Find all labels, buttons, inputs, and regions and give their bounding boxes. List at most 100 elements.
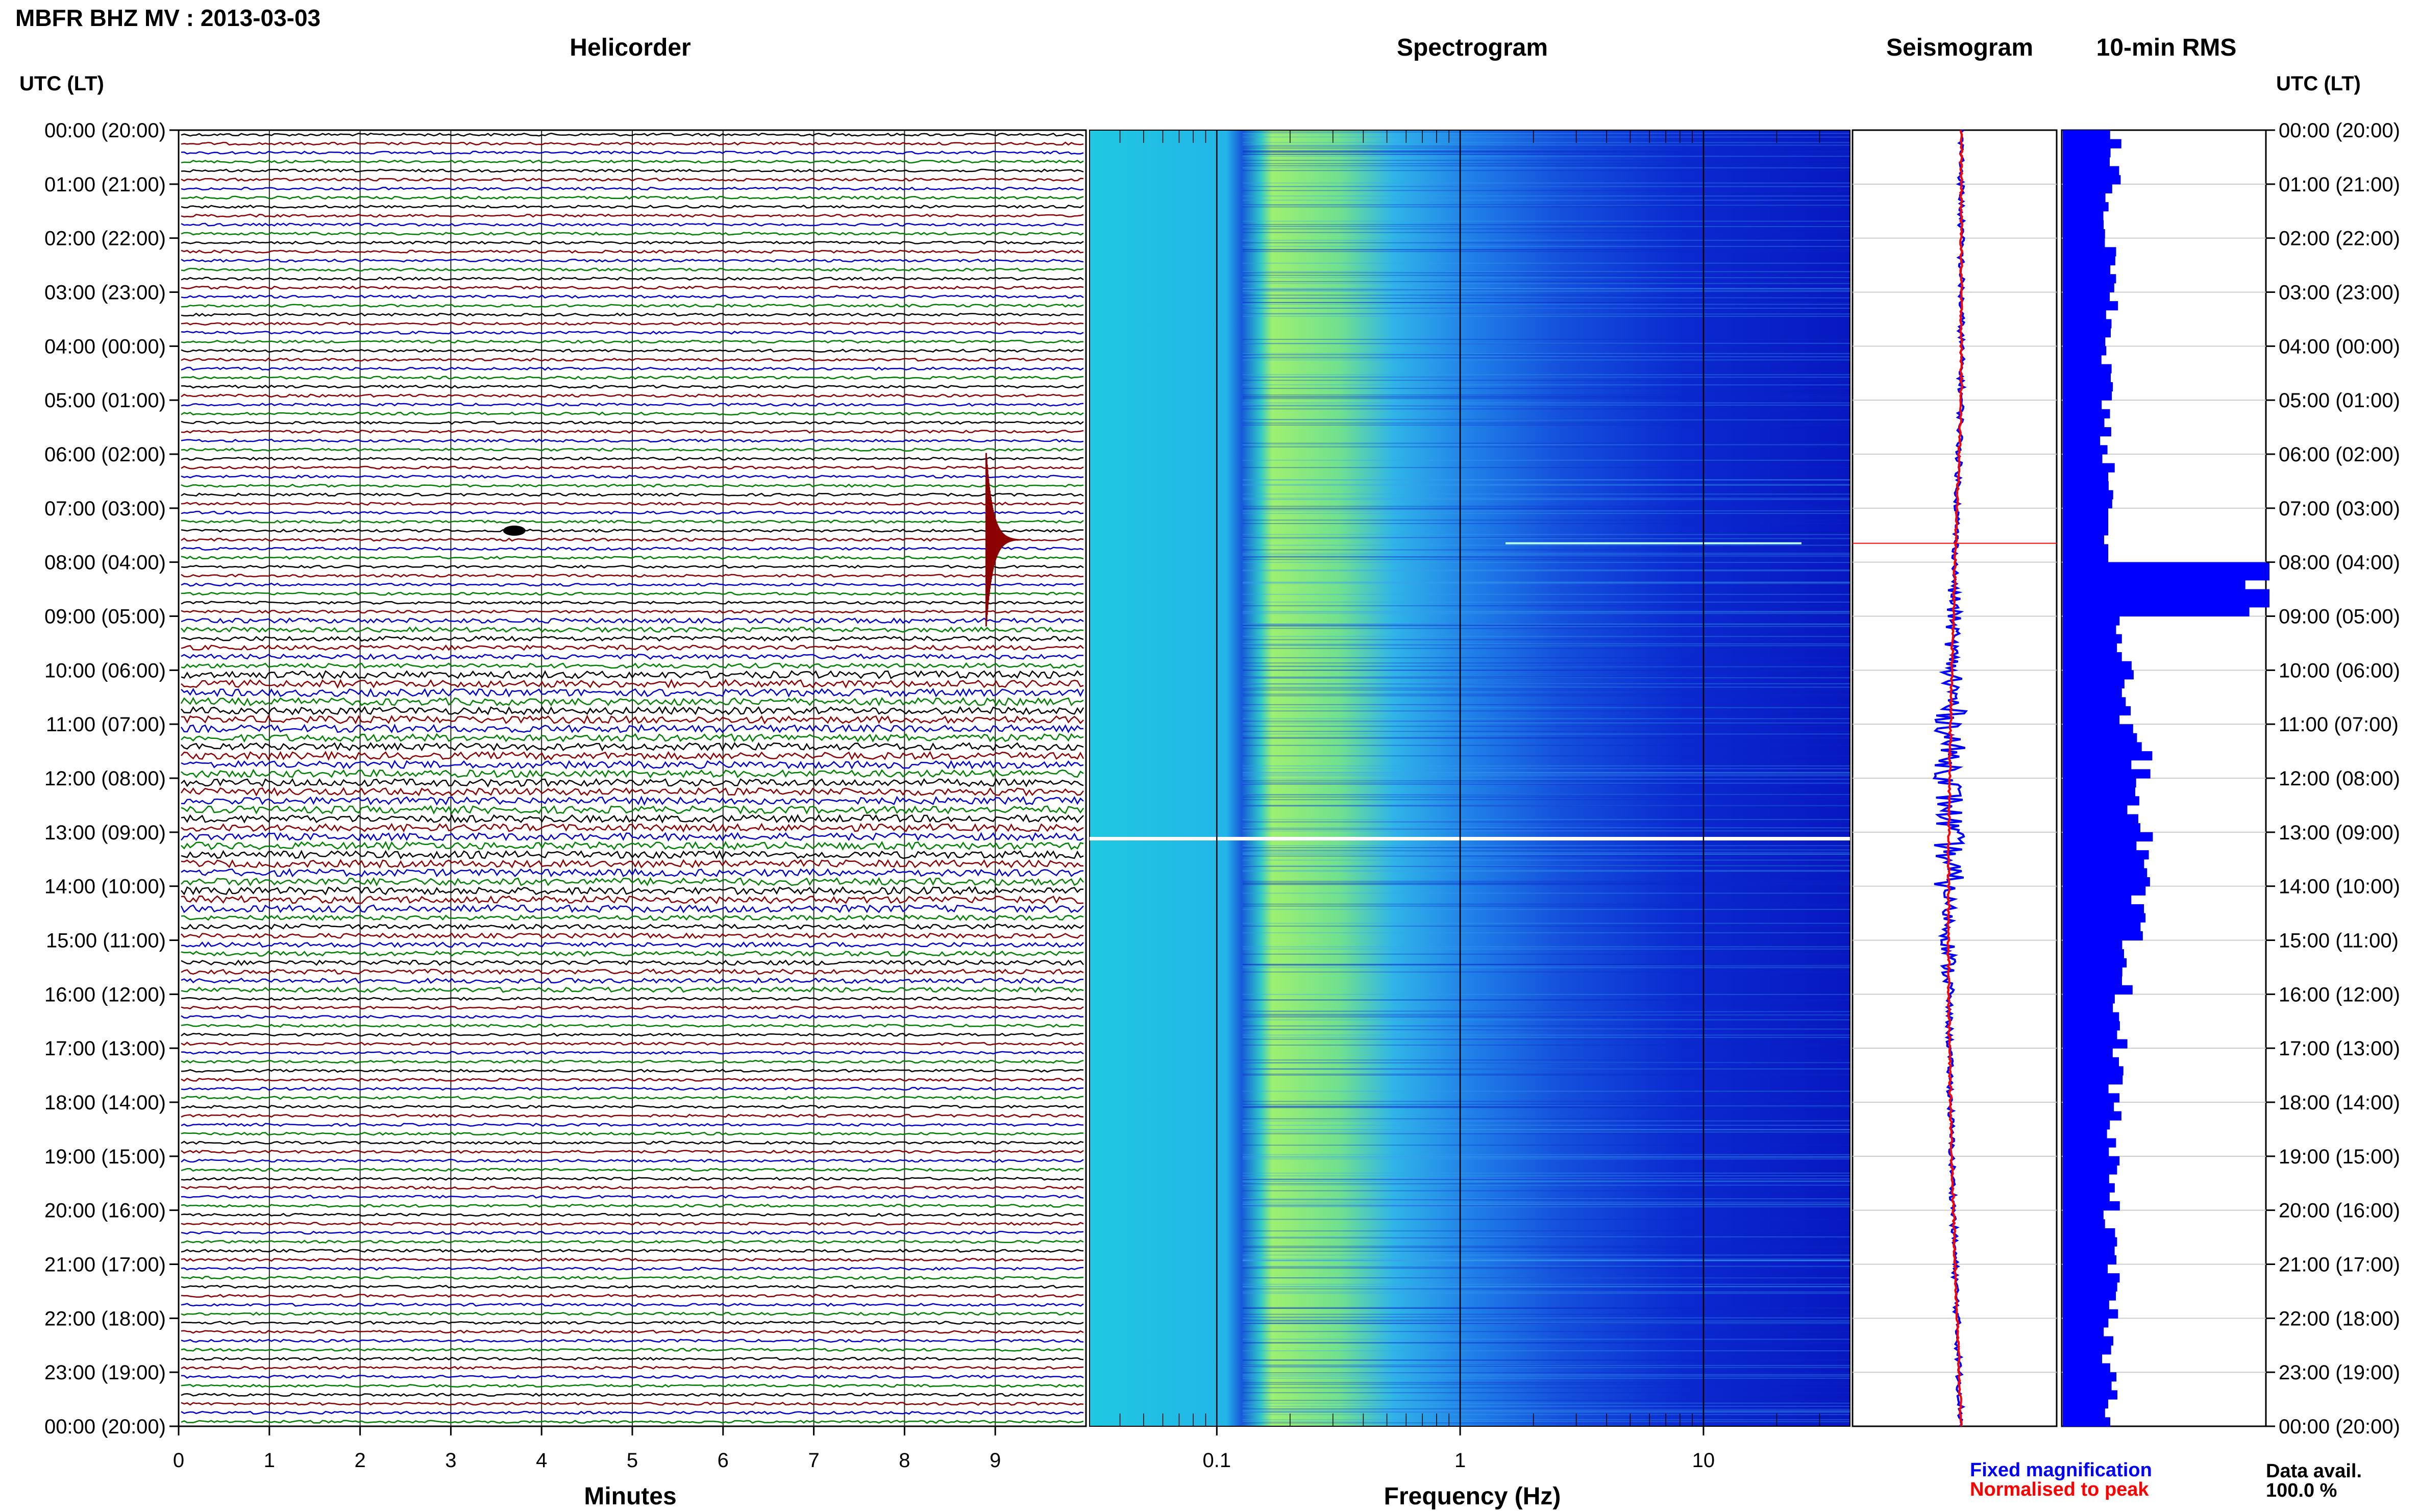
helicorder-trace [181,733,1084,743]
rms-bar [2063,391,2112,401]
helicorder-trace [181,867,1084,878]
helicorder-trace [181,366,1084,371]
rms-bar [2063,454,2103,464]
rms-bar [2063,1183,2115,1193]
rms-bar [2063,823,2141,833]
rms-bar [2063,517,2109,527]
helicorder-trace [180,723,1084,733]
rms-bar [2063,841,2137,851]
rms-bar [2063,310,2106,319]
utc-tick-label-right: 08:00 (04:00) [2279,552,2400,574]
data-availability-label: Data avail. [2266,1460,2362,1482]
utc-tick-label-right: 10:00 (06:00) [2279,659,2400,682]
helicorder-trace [181,1366,1084,1370]
helicorder-trace [181,714,1084,725]
rms-bar [2063,508,2109,517]
utc-tick-label-right: 06:00 (02:00) [2279,443,2400,466]
helicorder-trace [181,760,1084,770]
rms-bar [2063,409,2110,418]
utc-tick-label-left: 18:00 (14:00) [44,1092,166,1114]
helicorder-trace [181,932,1084,939]
helicorder-trace [181,240,1084,245]
rms-bar [2063,1048,2113,1058]
minute-tick-label: 9 [990,1449,1001,1472]
helicorder-trace [181,1005,1084,1010]
helicorder-trace [181,626,1084,633]
rms-bar [2063,1120,2110,1130]
helicorder-trace [181,1347,1084,1352]
rms-bar [2063,472,2109,482]
helicorder-trace [181,141,1084,146]
rms-bar [2063,742,2142,752]
helicorder-trace [181,678,1084,689]
utc-tick-label-left: 09:00 (05:00) [44,606,166,628]
rms-bar [2063,1174,2109,1184]
helicorder-trace [181,1230,1084,1235]
helicorder-trace [181,769,1084,779]
helicorder-trace [181,895,1084,904]
utc-tick-label-left: 12:00 (08:00) [44,767,166,790]
helicorder-trace [181,483,1084,488]
helicorder-trace [181,1311,1084,1316]
helicorder-trace [181,1096,1084,1100]
helicorder-trace [181,1410,1084,1415]
rms-bar [2063,895,2132,905]
utc-tick-label-right: 15:00 (11:00) [2279,930,2399,952]
helicorder-trace [181,1069,1084,1073]
helicorder-trace [181,644,1084,651]
helicorder-trace [181,1059,1084,1064]
helicorder-trace [181,574,1084,578]
rms-bar [2063,328,2111,338]
minute-tick-label: 2 [354,1449,365,1472]
helicorder-trace [181,321,1084,326]
utc-tick-labels: 00:00 (20:00) 00:00 (20:00) 01:00 (21:00) 0… [44,119,2400,1438]
rms-bar [2063,1264,2108,1274]
helicorder-panel [178,129,1087,1427]
minutes-axis-label: Minutes [584,1483,677,1510]
rms-bar [2063,553,2109,563]
helicorder-trace [181,1123,1084,1127]
rms-bar [2063,1075,2123,1085]
rms-bar [2063,1084,2109,1094]
utc-tick-label-right: 14:00 (10:00) [2279,876,2400,898]
rms-bar [2063,1156,2120,1166]
utc-tick-label-left: 02:00 (22:00) [44,228,166,250]
utc-tick-label-right: 02:00 (22:00) [2279,228,2400,250]
helicorder-trace [181,411,1084,416]
rms-bar [2063,769,2151,779]
helicorder-trace [181,582,1084,587]
helicorder-trace [181,858,1083,869]
rms-panel [2061,129,2269,1427]
rms-bar [2063,688,2122,698]
rms-bar [2063,886,2146,896]
rms-bar [2063,1273,2120,1283]
helicorder-trace [181,1086,1084,1091]
rms-bar [2063,589,2269,599]
rms-bar [2063,1363,2110,1373]
helicorder-trace [181,304,1084,308]
helicorder-trace [181,403,1084,407]
helicorder-trace [181,687,1084,698]
rms-bar [2063,706,2131,716]
minute-tick-label: 1 [264,1449,275,1472]
rms-bar [2063,832,2153,841]
minute-tick-label: 4 [536,1449,547,1472]
helicorder-trace [181,277,1084,281]
helicorder-trace [181,213,1084,218]
rms-bar [2063,1111,2121,1121]
helicorder-trace [181,267,1084,272]
utc-tick-label-left: 08:00 (04:00) [44,552,166,574]
utc-tick-label-right: 00:00 (20:00) [2279,119,2400,142]
helicorder-trace [181,850,1084,860]
helicorder-trace [181,349,1084,353]
minute-tick-label: 8 [899,1449,910,1472]
rms-bar [2063,1408,2105,1418]
utc-tick-label-left: 23:00 (19:00) [44,1361,166,1384]
helicorder-trace [181,950,1084,957]
helicorder-trace [181,151,1084,155]
rms-bar [2063,148,2111,158]
utc-tick-label-left: 16:00 (12:00) [44,983,166,1006]
rms-bar [2063,157,2110,167]
utc-tick-label-left: 00:00 (20:00) [44,1416,166,1438]
